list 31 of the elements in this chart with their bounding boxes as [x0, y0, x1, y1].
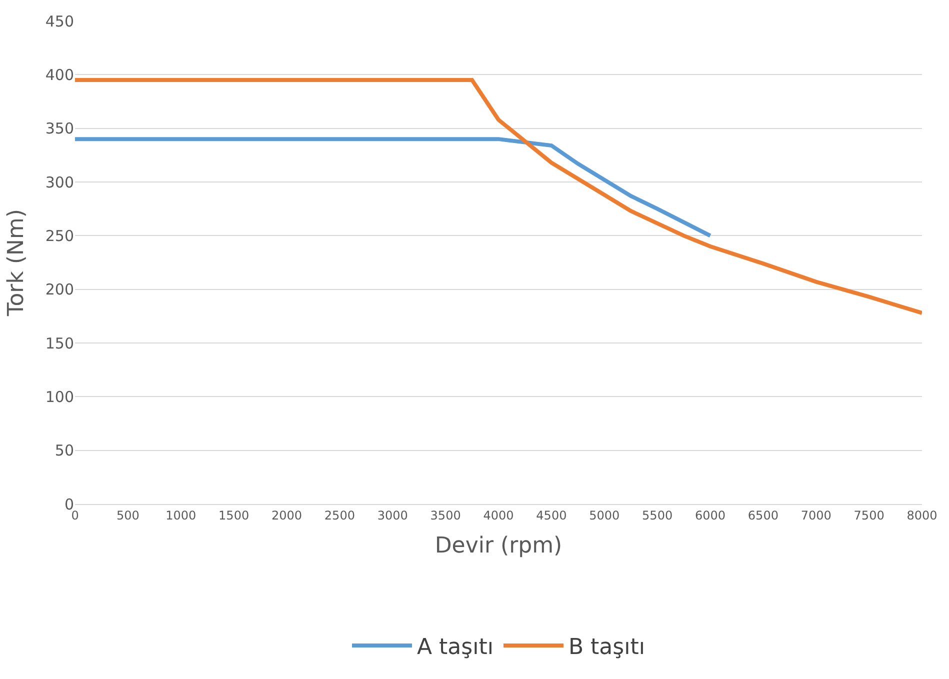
- x-tick-label: 4500: [536, 508, 567, 522]
- x-tick-label: 7500: [854, 508, 884, 522]
- x-axis-title: Devir (rpm): [434, 533, 562, 558]
- x-tick-label: 7000: [800, 508, 832, 522]
- x-tick-label: 2000: [271, 508, 302, 522]
- y-tick-label: 300: [45, 173, 74, 192]
- x-tick-label: 500: [116, 508, 140, 522]
- line-series: [75, 78, 922, 315]
- x-tick-label: 4000: [483, 508, 514, 522]
- x-tick-label: 3500: [430, 508, 461, 522]
- y-tick-label: 200: [45, 280, 74, 299]
- x-tick-label: 5500: [642, 508, 673, 522]
- x-tick-label: 6000: [694, 508, 726, 522]
- x-tick-label: 5000: [589, 508, 620, 522]
- y-tick-label: 250: [45, 226, 74, 245]
- legend-label: B taşıtı: [568, 635, 645, 660]
- x-tick-label: 3000: [377, 508, 408, 522]
- legend-label: A taşıtı: [417, 635, 494, 660]
- x-tick-label: 1500: [218, 508, 250, 522]
- y-tick-label: 450: [45, 12, 74, 30]
- x-tick-label: 6500: [748, 508, 778, 522]
- x-tick-label: 2500: [324, 508, 355, 522]
- y-tick-label: 150: [45, 334, 74, 352]
- y-tick-label: 100: [45, 388, 74, 406]
- y-axis-title: Tork (Nm): [4, 209, 30, 317]
- y-tick-label: 50: [54, 442, 74, 460]
- x-tick-label: 8000: [906, 508, 938, 522]
- line-series: [75, 137, 712, 238]
- x-tick-label: 1000: [166, 508, 196, 522]
- y-tick-label: 350: [45, 120, 74, 138]
- y-tick-label: 400: [45, 66, 74, 84]
